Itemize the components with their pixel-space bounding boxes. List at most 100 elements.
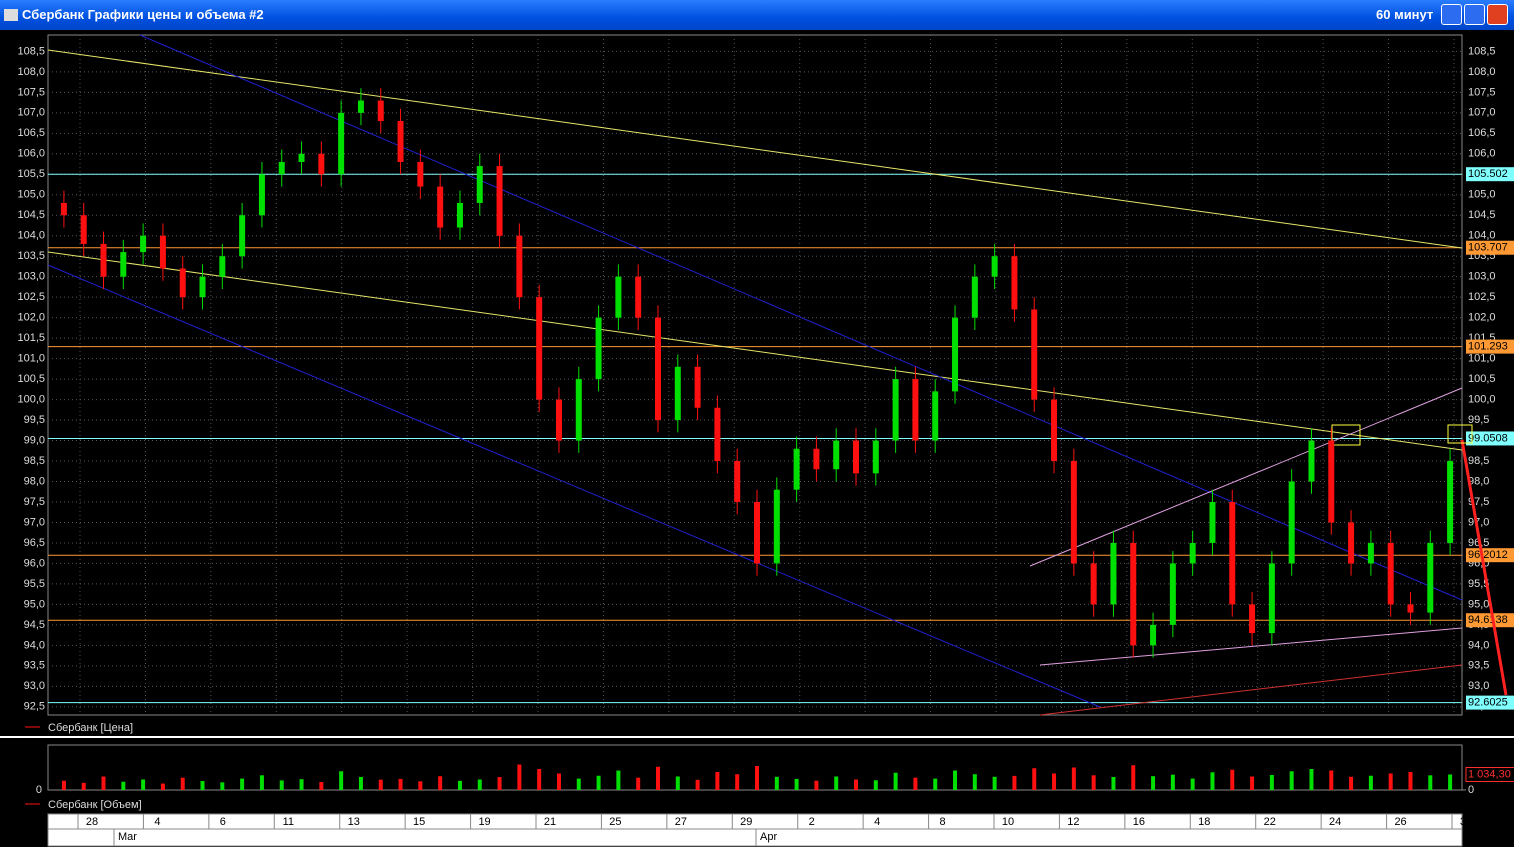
y-tick-label: 103,0 xyxy=(17,271,45,283)
y-tick-label: 104,5 xyxy=(17,209,45,221)
y-tick-label: 100,0 xyxy=(1468,393,1496,405)
volume-bar xyxy=(517,764,522,790)
y-tick-label: 101,0 xyxy=(1468,353,1496,365)
volume-bar xyxy=(873,780,878,790)
x-tick-label: 15 xyxy=(413,816,425,828)
candle-body xyxy=(734,461,741,502)
candle-body xyxy=(1288,481,1295,564)
volume-bar xyxy=(695,779,700,790)
volume-bar xyxy=(537,769,542,790)
candle-body xyxy=(1189,542,1196,564)
y-tick-label: 100,5 xyxy=(1468,373,1496,385)
x-tick-label: 19 xyxy=(478,816,490,828)
candle-body xyxy=(635,276,642,318)
close-button[interactable] xyxy=(1487,4,1508,25)
y-tick-label: 107,5 xyxy=(1468,86,1496,98)
y-tick-label: 99,5 xyxy=(1468,414,1489,426)
x-tick-label: 28 xyxy=(86,816,98,828)
candle-body xyxy=(615,276,622,318)
x-tick-label: 22 xyxy=(1264,816,1276,828)
volume-bar xyxy=(200,781,205,790)
forecast-arrow xyxy=(1460,439,1508,696)
y-tick-label: 92,5 xyxy=(24,701,45,713)
app-icon xyxy=(4,9,18,21)
candle-body xyxy=(555,399,562,441)
volume-bar xyxy=(774,776,779,790)
candle-body xyxy=(219,256,226,277)
minimize-button[interactable] xyxy=(1441,4,1462,25)
plot-frame xyxy=(47,34,1463,716)
volume-bar xyxy=(141,779,146,790)
volume-bar xyxy=(240,778,245,790)
y-tick-label: 93,0 xyxy=(1468,680,1489,692)
volume-bar xyxy=(1448,774,1453,790)
volume-bar xyxy=(1170,774,1175,790)
y-tick-label: 99,5 xyxy=(24,414,45,426)
y-tick-label: 98,5 xyxy=(24,455,45,467)
volume-bar xyxy=(1230,769,1235,790)
y-tick-label: 108,0 xyxy=(17,66,45,78)
y-tick-label: 102,0 xyxy=(17,312,45,324)
y-tick-label: 95,5 xyxy=(24,578,45,590)
candle-body xyxy=(932,391,939,441)
candle-body xyxy=(813,448,820,470)
trendlines xyxy=(47,34,1508,716)
y-tick-label: 104,5 xyxy=(1468,209,1496,221)
volume-bar xyxy=(1388,773,1393,790)
level-label: 92.6025 xyxy=(1468,697,1508,709)
volume-bar xyxy=(655,766,660,790)
maximize-button[interactable] xyxy=(1464,4,1485,25)
volume-bar xyxy=(854,779,859,790)
candle-body xyxy=(318,153,325,175)
candle-body xyxy=(754,501,760,564)
volume-bar xyxy=(814,780,819,790)
volume-bar xyxy=(259,775,264,790)
y-tick-label: 104,0 xyxy=(17,230,45,242)
candle-body xyxy=(60,202,67,216)
candle-body xyxy=(199,276,206,298)
volume-bar xyxy=(1250,776,1255,790)
candle-body xyxy=(1051,399,1058,462)
trendline xyxy=(1039,664,1463,716)
volume-bar xyxy=(418,781,423,790)
candle-body xyxy=(278,161,285,175)
candle-body xyxy=(159,235,166,269)
y-tick-label: 101,5 xyxy=(17,332,45,344)
volume-bar xyxy=(953,770,958,790)
y-tick-label: 95,5 xyxy=(1468,578,1489,590)
trendline xyxy=(47,264,1101,708)
x-tick-label: 27 xyxy=(675,816,687,828)
trendline xyxy=(47,49,1463,249)
x-tick-label: 4 xyxy=(154,816,160,828)
candle-body xyxy=(1427,542,1434,613)
candle-body xyxy=(1308,440,1315,482)
candle-body xyxy=(595,317,602,380)
marker-box xyxy=(1447,424,1473,444)
candle-body xyxy=(773,489,780,564)
candle-body xyxy=(1387,542,1394,605)
y-tick-label: 97,0 xyxy=(24,516,45,528)
candle-body xyxy=(892,379,899,441)
trendline xyxy=(139,34,1463,601)
volume-bar xyxy=(1269,775,1274,790)
y-tick-label: 100,5 xyxy=(17,373,45,385)
candle-body xyxy=(1447,461,1454,543)
candle-body xyxy=(1229,501,1236,605)
x-tick-label: 26 xyxy=(1394,816,1406,828)
volume-bar xyxy=(81,782,86,790)
volume-bar xyxy=(220,782,225,790)
level-label: 99.0508 xyxy=(1468,432,1508,444)
candle-body xyxy=(991,256,998,277)
legend-label: Сбербанк [Объем] xyxy=(48,799,142,811)
x-tick-label: 29 xyxy=(740,816,752,828)
x-tick-label: 6 xyxy=(220,816,226,828)
level-label-box xyxy=(1466,613,1514,628)
candle-body xyxy=(575,379,582,441)
level-label-box xyxy=(1466,548,1514,563)
y-tick-label: 100,0 xyxy=(17,393,45,405)
y-tick-label: 107,0 xyxy=(1468,107,1496,119)
candle-body xyxy=(120,252,127,277)
x-tick-label: 16 xyxy=(1133,816,1145,828)
volume-current-box xyxy=(1465,766,1514,782)
y-tick-label: 96,5 xyxy=(24,537,45,549)
